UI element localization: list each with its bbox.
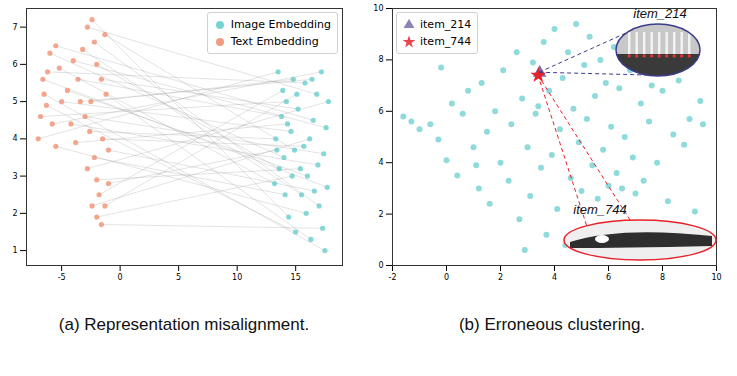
svg-text:10: 10 [373, 4, 383, 13]
svg-text:item_214: item_214 [633, 6, 686, 21]
svg-text:6: 6 [12, 60, 17, 69]
html-text:Image Embedding: Image Embedding [230, 18, 331, 31]
svg-text:6: 6 [606, 273, 611, 282]
svg-text:1: 1 [12, 246, 17, 255]
html-text:item_744: item_744 [420, 35, 472, 48]
svg-text:4: 4 [12, 134, 17, 143]
svg-text:6: 6 [378, 107, 383, 116]
html-text:item_214: item_214 [420, 18, 472, 31]
svg-text:-5: -5 [58, 273, 66, 282]
svg-text:2: 2 [378, 210, 383, 219]
svg-text:4: 4 [552, 273, 557, 282]
html-text:Text Embedding: Text Embedding [230, 35, 319, 48]
svg-text:0: 0 [118, 273, 123, 282]
svg-text:item_744: item_744 [573, 202, 626, 217]
svg-text:-2: -2 [389, 273, 397, 282]
svg-text:5: 5 [176, 273, 181, 282]
svg-text:0: 0 [444, 273, 449, 282]
html-text:(b) Erroneous clustering.: (b) Erroneous clustering. [458, 315, 646, 334]
svg-text:7: 7 [12, 23, 17, 32]
svg-text:4: 4 [378, 158, 383, 167]
svg-text:0: 0 [378, 261, 383, 270]
svg-text:8: 8 [378, 55, 383, 64]
svg-text:2: 2 [12, 209, 17, 218]
svg-text:2: 2 [498, 273, 503, 282]
html-text:(a) Representation misalignmen: (a) Representation misalignment. [58, 315, 310, 334]
svg-text:10: 10 [232, 273, 242, 282]
svg-text:5: 5 [12, 97, 17, 106]
svg-text:3: 3 [12, 172, 17, 181]
svg-text:15: 15 [291, 273, 301, 282]
svg-text:8: 8 [660, 273, 665, 282]
svg-text:10: 10 [711, 273, 721, 282]
